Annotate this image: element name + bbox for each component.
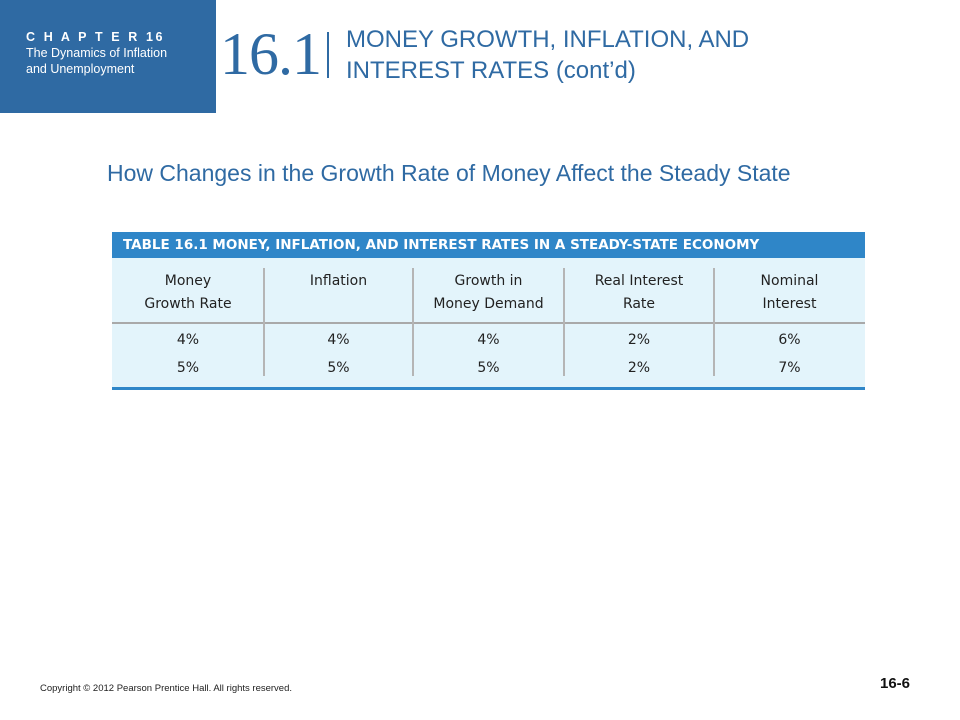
- column-header-nominal-interest: Nominal Interest: [760, 273, 819, 312]
- section-divider: [327, 32, 329, 78]
- page-number: 16-6: [880, 675, 911, 692]
- table-cell: 6%: [778, 332, 801, 348]
- table-cell: 2%: [627, 332, 651, 348]
- table-cell: 5%: [477, 360, 500, 376]
- table-cell: 5%: [327, 360, 350, 376]
- column-divider: [713, 268, 715, 376]
- column-divider: [563, 268, 565, 376]
- section-title-line-1: MONEY GROWTH, INFLATION, AND: [346, 26, 750, 53]
- chapter-title-line-2: and Unemployment: [26, 62, 135, 76]
- data-table: TABLE 16.1 MONEY, INFLATION, AND INTERES…: [112, 232, 865, 390]
- slide-subtitle: How Changes in the Growth Rate of Money …: [107, 160, 791, 186]
- chapter-title-line-1: The Dynamics of Inflation: [26, 46, 168, 60]
- table-row: 4% 4% 4% 2% 6%: [112, 327, 865, 353]
- table-row: 5% 5% 5% 2% 7%: [112, 355, 865, 381]
- column-header-money-growth-rate: Money Growth Rate: [144, 273, 232, 312]
- table-cell: 2%: [627, 360, 651, 376]
- column-header-real-interest-rate: Real Interest Rate: [594, 273, 684, 312]
- column-divider: [263, 268, 265, 376]
- column-divider: [412, 268, 414, 376]
- section-number: 16.1: [220, 21, 322, 87]
- section-title-line-2: INTEREST RATES (cont’d): [346, 57, 636, 84]
- table-title: TABLE 16.1 MONEY, INFLATION, AND INTERES…: [112, 232, 865, 258]
- table-cell: 7%: [778, 360, 801, 376]
- column-header-growth-money-demand: Growth in Money Demand: [433, 273, 544, 312]
- column-header-inflation: Inflation: [309, 273, 368, 289]
- table-cell: 4%: [176, 332, 200, 348]
- table-cell: 4%: [477, 332, 500, 348]
- table-cell: 5%: [176, 360, 200, 376]
- table-cell: 4%: [327, 332, 350, 348]
- section-title: MONEY GROWTH, INFLATION, AND INTEREST RA…: [346, 24, 749, 86]
- chapter-label: C H A P T E R 16: [26, 30, 166, 44]
- chapter-box: C H A P T E R 16 The Dynamics of Inflati…: [0, 0, 216, 113]
- table-header-row: Money Growth Rate Inflation Growth in Mo…: [112, 260, 865, 324]
- copyright-notice: Copyright © 2012 Pearson Prentice Hall. …: [40, 683, 293, 694]
